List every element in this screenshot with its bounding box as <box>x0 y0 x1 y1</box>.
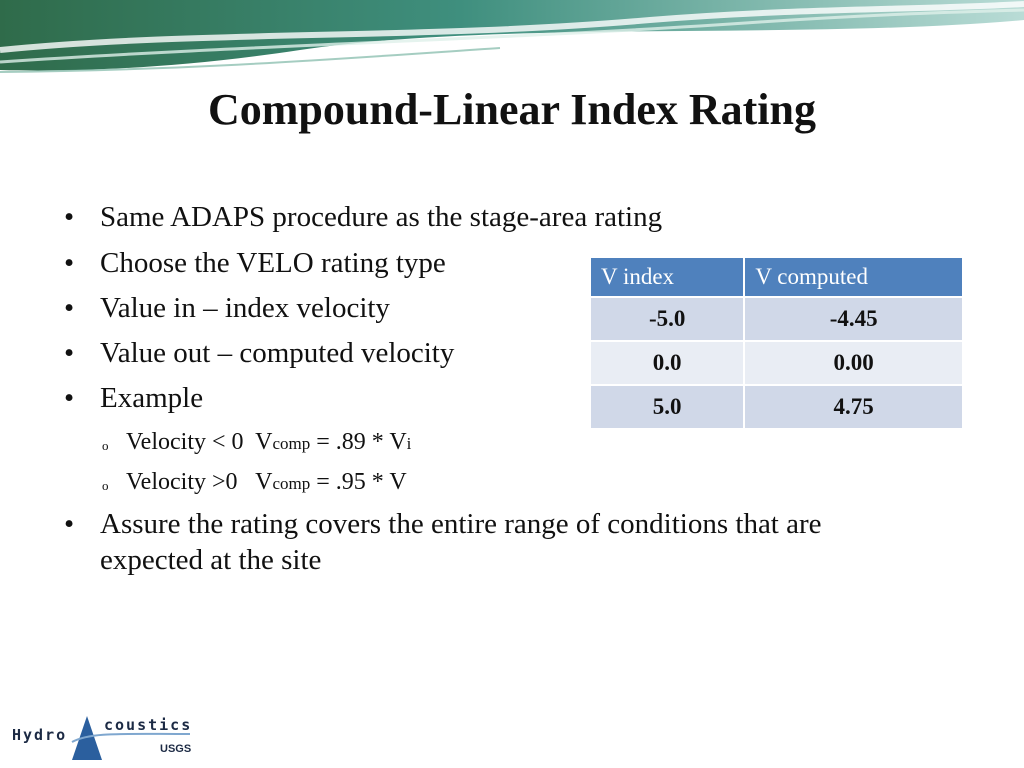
logo-text: Hydro <box>12 726 67 744</box>
cell: 4.75 <box>743 384 964 430</box>
sub-bullet: Velocity < 0 Vcomp = .89 * Vi <box>102 427 412 461</box>
sub-bullet: Velocity >0 Vcomp = .95 * V <box>102 467 407 501</box>
banner <box>0 0 1024 73</box>
cell: 5.0 <box>588 384 746 430</box>
row: 5.0 4.75 <box>588 384 964 430</box>
subscript: i <box>406 434 412 453</box>
bullet: Value out – computed velocity <box>64 335 930 371</box>
cell: 0.0 <box>588 340 746 386</box>
cell: 0.00 <box>743 340 964 386</box>
header-cell: V index <box>588 256 746 298</box>
bullet: Same ADAPS procedure as the stage-area r… <box>64 199 930 235</box>
subscript: comp <box>272 434 311 453</box>
row: 0.0 0.00 <box>588 340 964 386</box>
bullet: Value in – index velocity <box>64 290 930 326</box>
header-row: V index V computed <box>588 256 964 298</box>
text: = .95 * V <box>316 469 407 495</box>
subscript: comp <box>272 474 311 493</box>
logo-swoosh <box>71 732 191 743</box>
text: Velocity < 0 <box>126 429 244 455</box>
bullet: Choose the VELO rating type <box>64 245 930 281</box>
header-cell: V computed <box>743 256 964 298</box>
logo-org: USGS <box>160 743 191 755</box>
text: Velocity >0 <box>126 469 238 495</box>
table: V index V computed -5.0 -4.45 0.0 0.00 5… <box>588 256 964 430</box>
text: V <box>255 469 273 495</box>
cell: -4.45 <box>743 296 964 342</box>
text: = .89 * V <box>316 429 407 455</box>
logo: Hydro coustics USGS <box>12 716 192 760</box>
text: V <box>255 429 273 455</box>
cell: -5.0 <box>588 296 746 342</box>
title: Compound-Linear Index Rating <box>208 85 816 134</box>
logo-mark <box>72 716 102 760</box>
bullet: Assure the rating covers the entire rang… <box>64 506 930 578</box>
logo-text: coustics <box>104 716 192 734</box>
row: -5.0 -4.45 <box>588 296 964 342</box>
bullet: Example <box>64 380 930 416</box>
